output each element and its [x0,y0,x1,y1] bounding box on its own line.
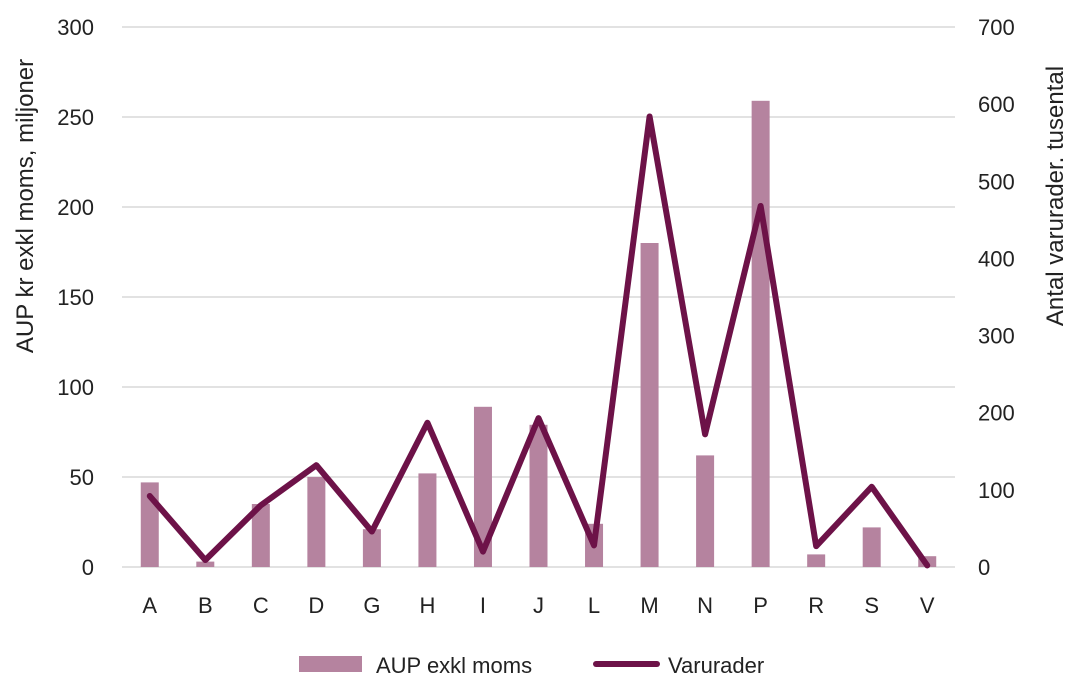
x-tick-label: A [142,593,157,618]
x-tick-label: J [533,593,544,618]
bar [696,455,715,567]
y-tick-label: 300 [57,15,94,40]
y-tick-label: 100 [57,375,94,400]
y-tick-label: 200 [57,195,94,220]
y2-tick-label: 400 [978,246,1015,271]
x-tick-label: P [753,593,768,618]
right-axis-ticks: 0 100 200 300 400 500 600 700 [978,15,1015,580]
x-tick-label: R [808,593,824,618]
line-series [146,113,931,569]
y2-axis-label: Antal varurader. tusental [1042,66,1069,326]
x-tick-label: H [419,593,435,618]
x-tick-label: G [363,593,380,618]
legend-bar-swatch [299,656,362,672]
bar [473,406,492,567]
left-axis-ticks: 0 50 100 150 200 250 300 [57,15,94,580]
bar [529,424,548,567]
y-axis-label: AUP kr exkl moms, miljoner [12,59,39,353]
legend: AUP exkl moms Varurader [299,653,764,677]
bar [362,529,381,567]
y-tick-label: 0 [82,555,94,580]
bar [862,527,881,567]
x-tick-label: N [697,593,713,618]
legend-line-label: Varurader [668,653,764,677]
bar [196,561,215,567]
x-tick-label: D [308,593,324,618]
bar [807,554,826,567]
x-tick-label: S [864,593,879,618]
y2-tick-label: 700 [978,15,1015,40]
x-tick-label: M [640,593,658,618]
y2-tick-label: 0 [978,555,990,580]
bar [307,477,326,567]
bar-series [140,100,937,568]
x-tick-label: C [253,593,269,618]
y2-tick-label: 600 [978,92,1015,117]
y2-tick-label: 100 [978,478,1015,503]
y2-tick-label: 500 [978,169,1015,194]
legend-bar-label: AUP exkl moms [376,653,532,677]
series-line [146,113,931,569]
y2-tick-label: 300 [978,324,1015,349]
y-tick-label: 50 [70,465,94,490]
bar [751,100,770,568]
bar [640,243,659,567]
y-tick-label: 250 [57,105,94,130]
x-tick-label: L [588,593,600,618]
bar [251,504,270,567]
y-tick-label: 150 [57,285,94,310]
bar [418,473,437,567]
x-tick-label: B [198,593,213,618]
gridlines [122,26,955,568]
x-tick-label: I [480,593,486,618]
y2-tick-label: 200 [978,401,1015,426]
x-tick-label: V [920,593,935,618]
